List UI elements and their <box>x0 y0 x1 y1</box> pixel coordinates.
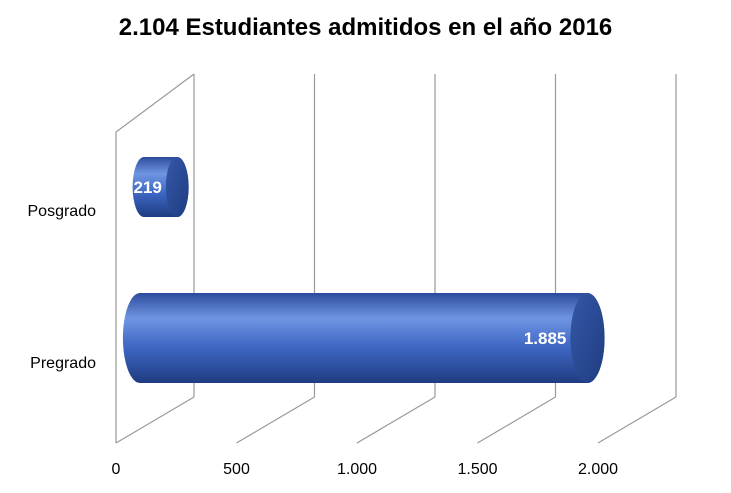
floor-gridline <box>356 396 436 444</box>
category-label: Pregrado <box>30 355 96 372</box>
floor-gridline <box>477 396 556 444</box>
x-tick-label: 1.500 <box>457 461 497 478</box>
data-label: 1.885 <box>524 329 567 348</box>
data-label: 219 <box>133 178 161 197</box>
bar-cap <box>165 157 189 217</box>
x-tick-label: 500 <box>223 461 250 478</box>
grid-layer <box>115 73 677 444</box>
side-wall-top <box>115 73 195 133</box>
bar-pregrado <box>122 293 605 383</box>
x-tick-label: 0 <box>112 461 121 478</box>
bars-layer <box>122 157 605 383</box>
bar-body <box>122 293 605 383</box>
chart-title: 2.104 Estudiantes admitidos en el año 20… <box>118 14 613 41</box>
labels-layer: 0 500 1.000 1.500 2.000 219 Posgrado 1.885 Pregr… <box>28 178 619 478</box>
bar-posgrado <box>132 157 189 217</box>
floor-gridline <box>597 396 677 444</box>
bar-cap <box>570 293 605 383</box>
category-label: Posgrado <box>28 203 97 220</box>
floor-gridline <box>236 396 315 444</box>
floor-gridline <box>115 396 195 444</box>
x-tick-label: 2.000 <box>578 461 618 478</box>
x-tick-label: 1.000 <box>337 461 377 478</box>
